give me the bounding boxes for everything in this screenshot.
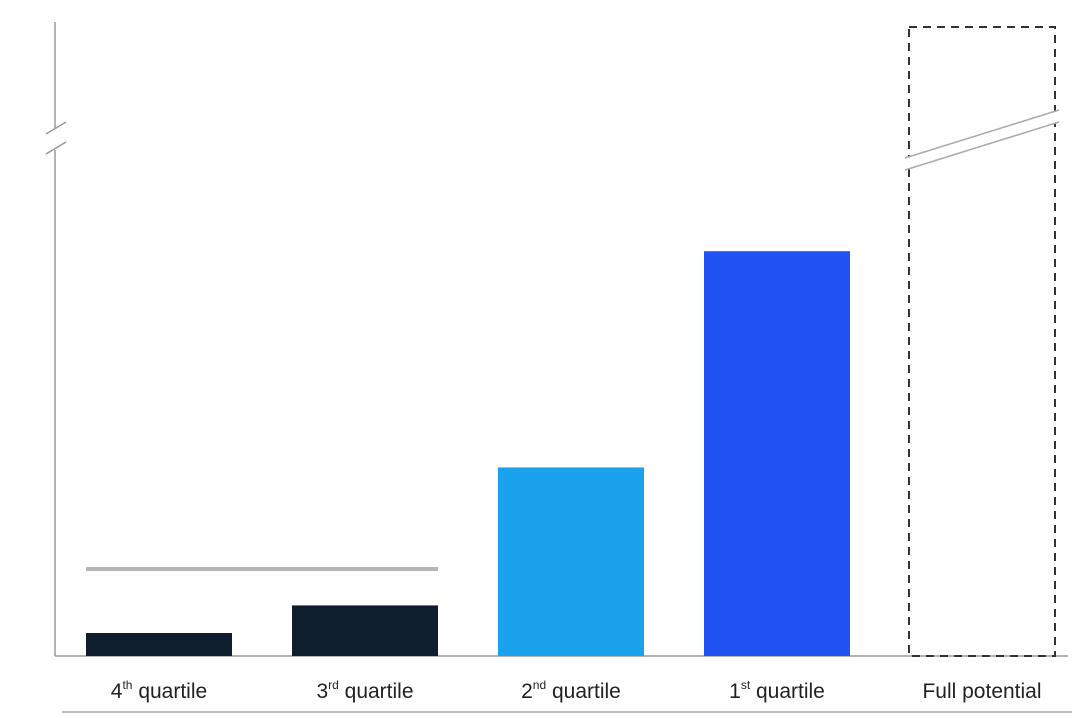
bar-break-line (904, 109, 1060, 159)
bar (86, 633, 232, 656)
category-suffix: quartile (339, 680, 414, 703)
category-number: 1 (729, 680, 741, 703)
category-superscript: st (741, 678, 751, 692)
category-number: 3 (316, 680, 328, 703)
x-category-label: 4th quartile (111, 678, 207, 703)
x-category-label: 3rd quartile (316, 678, 413, 703)
category-suffix: quartile (546, 680, 621, 703)
bar-break-line (904, 121, 1060, 171)
bar (704, 251, 850, 656)
bar (498, 467, 644, 656)
category-superscript: nd (533, 678, 546, 692)
category-number: 4 (111, 680, 123, 703)
category-text: Full potential (922, 680, 1041, 703)
category-superscript: th (122, 678, 132, 692)
axis-break-mark (45, 141, 67, 155)
axis-break-mark (45, 121, 67, 135)
x-category-label: 2nd quartile (521, 678, 621, 703)
x-category-label: Full potential (922, 680, 1041, 703)
x-category-label: 1st quartile (729, 678, 825, 703)
bar (292, 605, 438, 656)
category-superscript: rd (328, 678, 339, 692)
category-suffix: quartile (132, 680, 207, 703)
bar-break-gap (905, 110, 1059, 170)
category-suffix: quartile (750, 680, 825, 703)
bar-full-potential (908, 26, 1056, 657)
category-number: 2 (521, 680, 533, 703)
